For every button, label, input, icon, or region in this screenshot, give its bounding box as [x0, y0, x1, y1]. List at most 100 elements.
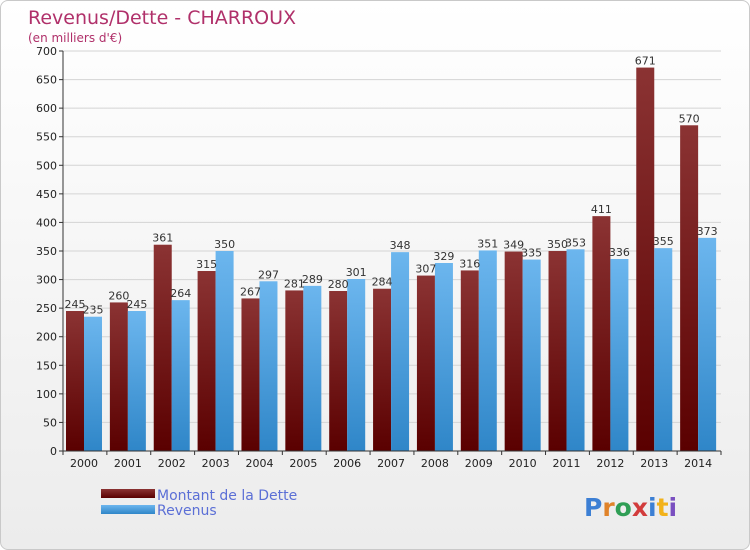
y-tick-label: 550 — [36, 131, 57, 144]
bar-revenus — [259, 281, 278, 451]
value-label: 361 — [152, 232, 173, 245]
x-tick-label: 2006 — [333, 457, 361, 470]
y-tick-label: 500 — [36, 159, 57, 172]
bar-dette — [285, 290, 304, 451]
bar-dette — [66, 311, 84, 451]
x-tick-label: 2003 — [202, 457, 230, 470]
value-label: 315 — [196, 258, 217, 271]
value-label: 329 — [433, 250, 454, 263]
bar-dette — [592, 216, 611, 451]
value-label: 301 — [346, 266, 367, 279]
value-label: 348 — [390, 239, 411, 252]
value-label: 307 — [415, 263, 436, 276]
bar-dette — [329, 291, 348, 451]
y-tick-label: 0 — [50, 445, 57, 458]
value-label: 284 — [372, 276, 393, 289]
value-label: 297 — [258, 268, 279, 281]
x-tick-label: 2013 — [640, 457, 668, 470]
value-label: 411 — [591, 203, 612, 216]
logo-letter: o — [615, 493, 632, 522]
legend-swatch-dette — [101, 489, 155, 498]
value-label: 245 — [126, 298, 147, 311]
y-tick-label: 200 — [36, 331, 57, 344]
value-label: 245 — [65, 298, 86, 311]
value-label: 671 — [635, 55, 656, 68]
y-tick-label: 400 — [36, 216, 57, 229]
x-tick-label: 2011 — [553, 457, 581, 470]
x-axis-ticks: 2000 2001 2002 2003 2004 2005 2006 2007 2008 2009… — [62, 451, 722, 470]
value-label: 349 — [503, 239, 524, 252]
value-label: 336 — [609, 246, 630, 259]
proxiti-logo: Proxiti — [584, 493, 677, 522]
value-label: 351 — [477, 237, 498, 250]
x-tick-label: 2012 — [596, 457, 624, 470]
logo-letter: P — [584, 493, 602, 522]
y-tick-label: 700 — [36, 45, 57, 58]
x-tick-label: 2007 — [377, 457, 405, 470]
bar-revenus — [522, 259, 541, 451]
x-tick-label: 2009 — [465, 457, 493, 470]
value-label: 260 — [108, 289, 129, 302]
logo-letter: r — [602, 493, 615, 522]
legend-label-revenus: Revenus — [157, 503, 217, 519]
bar-revenus — [478, 250, 497, 451]
x-tick-label: 2004 — [245, 457, 273, 470]
bar-revenus — [127, 311, 146, 451]
bar-dette — [504, 251, 523, 451]
y-tick-label: 300 — [36, 274, 57, 287]
bar-revenus — [610, 259, 629, 451]
bar-revenus — [566, 249, 585, 451]
legend: Montant de la Dette Revenus — [101, 488, 297, 519]
bar-dette — [373, 288, 392, 451]
value-label: 353 — [565, 236, 586, 249]
y-tick-label: 450 — [36, 188, 57, 201]
bar-revenus — [303, 285, 322, 451]
chart-subtitle: (en milliers d'€) — [28, 31, 122, 45]
x-tick-label: 2010 — [509, 457, 537, 470]
bar-dette — [153, 244, 172, 451]
bar-dette — [636, 67, 655, 452]
x-tick-label: 2014 — [684, 457, 712, 470]
logo-letter: i — [648, 493, 657, 522]
value-label: 355 — [653, 235, 674, 248]
bar-dette — [548, 251, 567, 451]
legend-label-dette: Montant de la Dette — [157, 488, 297, 504]
value-label: 280 — [328, 278, 349, 291]
bar-revenus — [654, 248, 673, 451]
bar-revenus — [215, 251, 234, 451]
chart-title: Revenus/Dette - CHARROUX — [28, 7, 296, 29]
y-tick-label: 250 — [36, 302, 57, 315]
bar-revenus — [434, 263, 453, 451]
y-tick-label: 150 — [36, 359, 57, 372]
bar-dette — [197, 271, 216, 451]
bar-dette — [241, 298, 260, 451]
logo-letter: i — [669, 493, 678, 522]
value-label: 335 — [521, 247, 542, 260]
x-tick-label: 2002 — [158, 457, 186, 470]
x-tick-label: 2005 — [289, 457, 317, 470]
value-label: 570 — [679, 112, 700, 125]
bar-revenus — [84, 316, 102, 451]
legend-swatch-revenus — [101, 505, 155, 514]
y-axis-ticks: 0 50 100 150 200 250 300 350 400 450 500 550 600 650 7… — [36, 45, 64, 458]
logo-letter: x — [632, 493, 648, 522]
bar-dette — [109, 302, 128, 451]
y-tick-label: 100 — [36, 388, 57, 401]
x-tick-label: 2001 — [114, 457, 142, 470]
y-tick-label: 50 — [43, 416, 57, 429]
value-label: 373 — [697, 225, 718, 238]
value-label: 289 — [302, 273, 323, 286]
x-tick-label: 2008 — [421, 457, 449, 470]
bars — [66, 67, 717, 452]
bar-dette — [460, 270, 479, 451]
value-label: 316 — [459, 257, 480, 270]
x-tick-label: 2000 — [70, 457, 98, 470]
bar-revenus — [171, 300, 190, 451]
value-label: 264 — [170, 287, 191, 300]
value-label: 235 — [83, 304, 104, 317]
logo-text: Proxiti — [584, 493, 677, 522]
y-tick-label: 650 — [36, 74, 57, 87]
